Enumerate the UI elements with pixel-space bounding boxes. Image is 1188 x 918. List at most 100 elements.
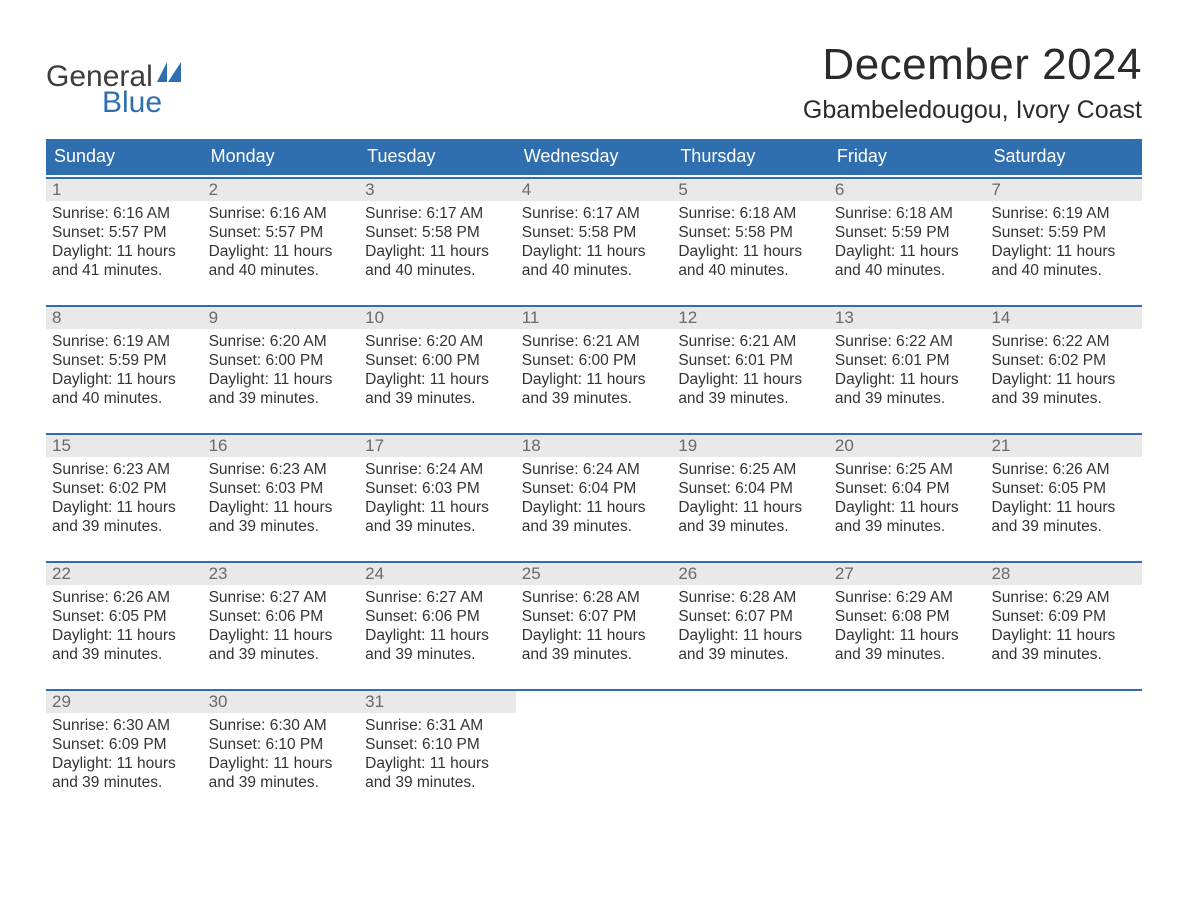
day-details: Sunrise: 6:22 AMSunset: 6:01 PMDaylight:… (829, 329, 986, 408)
calendar-week: 8Sunrise: 6:19 AMSunset: 5:59 PMDaylight… (46, 305, 1142, 431)
sunrise-line: Sunrise: 6:23 AM (52, 460, 197, 479)
day-details: Sunrise: 6:30 AMSunset: 6:09 PMDaylight:… (46, 713, 203, 792)
day-number: 13 (829, 307, 986, 329)
day-number: 20 (829, 435, 986, 457)
sunset-line: Sunset: 6:06 PM (365, 607, 510, 626)
sunrise-line: Sunrise: 6:19 AM (52, 332, 197, 351)
calendar-cell: 16 Sunrise: 6:23 AMSunset: 6:03 PMDayligh… (203, 435, 360, 559)
calendar-cell: 23Sunrise: 6:27 AMSunset: 6:06 PMDayligh… (203, 563, 360, 687)
calendar-cell: 15Sunrise: 6:23 AMSunset: 6:02 PMDayligh… (46, 435, 203, 559)
sunset-line: Sunset: 6:03 PM (209, 479, 354, 498)
sunrise-line: Sunrise: 6:29 AM (991, 588, 1136, 607)
sunrise-line: Sunrise: 6:21 AM (678, 332, 823, 351)
daylight-line: Daylight: 11 hours and 39 minutes. (209, 498, 354, 536)
calendar-cell: 14Sunrise: 6:22 AMSunset: 6:02 PMDayligh… (985, 307, 1142, 431)
sunset-line: Sunset: 6:07 PM (522, 607, 667, 626)
weekday-header: Thursday (672, 139, 829, 175)
day-details: Sunrise: 6:29 AMSunset: 6:09 PMDaylight:… (985, 585, 1142, 664)
day-details: Sunrise: 6:28 AMSunset: 6:07 PMDaylight:… (516, 585, 673, 664)
logo-text-blue: Blue (46, 88, 191, 118)
calendar-cell: 18Sunrise: 6:24 AMSunset: 6:04 PMDayligh… (516, 435, 673, 559)
daylight-line: Daylight: 11 hours and 39 minutes. (678, 370, 823, 408)
daylight-line: Daylight: 11 hours and 39 minutes. (991, 498, 1136, 536)
daylight-line: Daylight: 11 hours and 39 minutes. (835, 370, 980, 408)
day-number: 2 (203, 179, 360, 201)
calendar-cell: 17Sunrise: 6:24 AMSunset: 6:03 PMDayligh… (359, 435, 516, 559)
day-details: Sunrise: 6:31 AMSunset: 6:10 PMDaylight:… (359, 713, 516, 792)
sunrise-line: Sunrise: 6:20 AM (365, 332, 510, 351)
calendar-cell: 7Sunrise: 6:19 AMSunset: 5:59 PMDaylight… (985, 179, 1142, 303)
day-number: 7 (985, 179, 1142, 201)
calendar-week: 1Sunrise: 6:16 AMSunset: 5:57 PMDaylight… (46, 177, 1142, 303)
daylight-line: Daylight: 11 hours and 40 minutes. (365, 242, 510, 280)
sunset-line: Sunset: 5:59 PM (835, 223, 980, 242)
daylight-line: Daylight: 11 hours and 39 minutes. (678, 626, 823, 664)
sunset-line: Sunset: 6:02 PM (991, 351, 1136, 370)
sunrise-line: Sunrise: 6:22 AM (991, 332, 1136, 351)
day-number: 25 (516, 563, 673, 585)
daylight-line: Daylight: 11 hours and 39 minutes. (365, 626, 510, 664)
location-subtitle: Gbambeledougou, Ivory Coast (803, 96, 1142, 125)
title-block: December 2024 Gbambeledougou, Ivory Coas… (803, 40, 1142, 125)
day-details: Sunrise: 6:20 AMSunset: 6:00 PMDaylight:… (203, 329, 360, 408)
sunset-line: Sunset: 6:10 PM (209, 735, 354, 754)
day-details: Sunrise: 6:26 AMSunset: 6:05 PMDaylight:… (46, 585, 203, 664)
daylight-line: Daylight: 11 hours and 39 minutes. (52, 498, 197, 536)
day-number: 26 (672, 563, 829, 585)
weekday-header: Wednesday (516, 139, 673, 175)
daylight-line: Daylight: 11 hours and 40 minutes. (209, 242, 354, 280)
day-details: Sunrise: 6:27 AMSunset: 6:06 PMDaylight:… (359, 585, 516, 664)
sunrise-line: Sunrise: 6:30 AM (52, 716, 197, 735)
sunrise-line: Sunrise: 6:28 AM (522, 588, 667, 607)
day-details: Sunrise: 6:16 AMSunset: 5:57 PMDaylight:… (46, 201, 203, 280)
weekday-header: Tuesday (359, 139, 516, 175)
day-details: Sunrise: 6:18 AMSunset: 5:59 PMDaylight:… (829, 201, 986, 280)
day-details: Sunrise: 6:18 AMSunset: 5:58 PMDaylight:… (672, 201, 829, 280)
sunrise-line: Sunrise: 6:22 AM (835, 332, 980, 351)
logo-flag-icon (157, 58, 191, 88)
day-number: 3 (359, 179, 516, 201)
calendar-cell: 10Sunrise: 6:20 AMSunset: 6:00 PMDayligh… (359, 307, 516, 431)
day-number: 14 (985, 307, 1142, 329)
sunset-line: Sunset: 6:06 PM (209, 607, 354, 626)
sunset-line: Sunset: 6:09 PM (52, 735, 197, 754)
sunset-line: Sunset: 6:03 PM (365, 479, 510, 498)
calendar-cell: 20Sunrise: 6:25 AMSunset: 6:04 PMDayligh… (829, 435, 986, 559)
page-title: December 2024 (803, 40, 1142, 90)
calendar-week: 29Sunrise: 6:30 AMSunset: 6:09 PMDayligh… (46, 689, 1142, 815)
day-number: 16 (203, 435, 360, 457)
day-details: Sunrise: 6:30 AMSunset: 6:10 PMDaylight:… (203, 713, 360, 792)
calendar-cell (985, 691, 1142, 815)
sunset-line: Sunset: 6:10 PM (365, 735, 510, 754)
sunrise-line: Sunrise: 6:27 AM (209, 588, 354, 607)
weekday-header: Monday (203, 139, 360, 175)
sunrise-line: Sunrise: 6:31 AM (365, 716, 510, 735)
day-number: 19 (672, 435, 829, 457)
calendar-cell: 12Sunrise: 6:21 AMSunset: 6:01 PMDayligh… (672, 307, 829, 431)
daylight-line: Daylight: 11 hours and 39 minutes. (835, 626, 980, 664)
day-number: 27 (829, 563, 986, 585)
sunrise-line: Sunrise: 6:16 AM (209, 204, 354, 223)
sunset-line: Sunset: 6:00 PM (522, 351, 667, 370)
calendar-cell: 26Sunrise: 6:28 AMSunset: 6:07 PMDayligh… (672, 563, 829, 687)
day-number: 11 (516, 307, 673, 329)
sunrise-line: Sunrise: 6:28 AM (678, 588, 823, 607)
calendar-week: 22Sunrise: 6:26 AMSunset: 6:05 PMDayligh… (46, 561, 1142, 687)
day-number: 8 (46, 307, 203, 329)
sunset-line: Sunset: 5:58 PM (678, 223, 823, 242)
day-number: 1 (46, 179, 203, 201)
daylight-line: Daylight: 11 hours and 39 minutes. (209, 626, 354, 664)
calendar-cell (829, 691, 986, 815)
weekday-header: Friday (829, 139, 986, 175)
sunrise-line: Sunrise: 6:23 AM (209, 460, 354, 479)
daylight-line: Daylight: 11 hours and 40 minutes. (522, 242, 667, 280)
day-number: 30 (203, 691, 360, 713)
header: General Blue December 2024 Gbambeledougo… (46, 40, 1142, 125)
calendar: Sunday Monday Tuesday Wednesday Thursday… (46, 139, 1142, 815)
calendar-cell: 11Sunrise: 6:21 AMSunset: 6:00 PMDayligh… (516, 307, 673, 431)
daylight-line: Daylight: 11 hours and 39 minutes. (678, 498, 823, 536)
day-number: 28 (985, 563, 1142, 585)
sunrise-line: Sunrise: 6:29 AM (835, 588, 980, 607)
sunset-line: Sunset: 5:59 PM (991, 223, 1136, 242)
sunrise-line: Sunrise: 6:26 AM (991, 460, 1136, 479)
